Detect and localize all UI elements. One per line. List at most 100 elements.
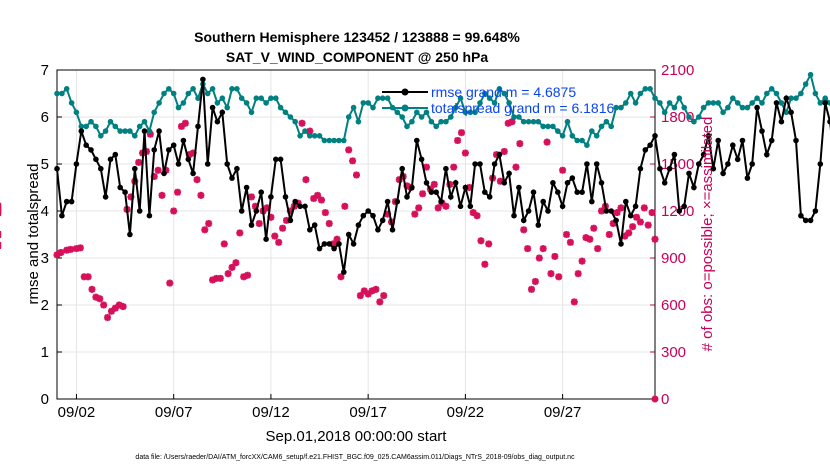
spread-point	[258, 95, 265, 101]
obs-marker-d2	[535, 254, 543, 262]
obs-marker-d2	[423, 163, 430, 171]
rmse-point	[477, 161, 483, 167]
rmse-point	[54, 165, 60, 172]
obs-marker-d2	[244, 271, 251, 279]
spread-point	[438, 118, 444, 125]
rmse-point	[676, 208, 683, 214]
obs-marker	[345, 146, 353, 154]
spread-point	[491, 100, 498, 106]
spread-point	[477, 100, 483, 106]
rmse-point	[657, 165, 663, 172]
spread-point	[496, 86, 503, 92]
spread-point	[68, 100, 75, 106]
rmse-point	[520, 217, 527, 224]
spread-point	[360, 100, 367, 106]
obs-marker-d2	[119, 303, 127, 310]
obs-marker	[500, 147, 508, 155]
obs-marker	[636, 218, 644, 226]
x-axis-label: Sep.01,2018 00:00:00 start	[266, 428, 448, 445]
obs-marker-d2	[170, 207, 178, 215]
obs-marker	[516, 140, 524, 148]
y-axis-left-label: rmse and totalspread	[25, 164, 42, 305]
rmse-point	[175, 161, 182, 167]
spread-point	[282, 109, 289, 116]
rmse-point	[817, 161, 824, 167]
rmse-point	[263, 236, 269, 242]
spread-point	[350, 104, 357, 111]
y-tick-label-right: 300	[661, 344, 686, 361]
rmse-point	[399, 165, 406, 172]
rmse-point	[759, 128, 765, 134]
rmse-point	[248, 222, 255, 228]
rmse-point	[88, 147, 94, 153]
rmse-point	[63, 198, 70, 205]
spread-point	[540, 123, 546, 130]
obs-marker	[67, 245, 75, 253]
spread-point	[754, 95, 760, 101]
obs-marker-d2	[275, 238, 283, 246]
obs-marker	[415, 204, 423, 212]
obs-marker-d2	[333, 235, 341, 243]
rmse-point	[696, 161, 702, 167]
chart-title-line2: SAT_V_WIND_COMPONENT @ 250 hPa	[226, 49, 489, 65]
obs-marker-d2	[380, 292, 388, 299]
spread-point	[783, 109, 790, 116]
spread-point	[311, 133, 318, 139]
obs-marker	[88, 285, 96, 293]
spread-point	[822, 95, 828, 101]
obs-marker	[275, 238, 283, 246]
rmse-point	[798, 212, 804, 219]
spread-point	[715, 100, 721, 106]
spread-point	[132, 133, 138, 139]
obs-marker-d2	[450, 163, 458, 171]
rmse-point	[540, 198, 546, 205]
spread-point	[627, 90, 634, 97]
spread-point	[122, 128, 128, 134]
x-tick-label: 09/27	[544, 404, 582, 421]
obs-marker	[236, 229, 244, 237]
rmse-point	[282, 194, 289, 200]
obs-marker	[578, 257, 586, 265]
obs-marker-d2	[174, 188, 181, 196]
rmse-point	[156, 128, 162, 134]
spread-point	[467, 109, 474, 116]
spread-point	[355, 118, 362, 125]
rmse-point	[204, 161, 211, 167]
rmse-point	[297, 203, 303, 210]
rmse-point	[652, 133, 658, 139]
obs-marker	[337, 273, 345, 281]
rmse-point	[127, 231, 133, 238]
spread-point	[321, 137, 328, 144]
spread-point	[632, 100, 639, 106]
rmse-point	[268, 194, 274, 200]
obs-marker-d2	[349, 157, 356, 165]
obs-marker-d2	[372, 285, 380, 293]
obs-marker-d2	[57, 249, 65, 256]
obs-marker	[244, 271, 252, 279]
spread-point	[379, 95, 386, 101]
obs-marker	[586, 235, 594, 243]
spread-point	[768, 86, 775, 92]
obs-marker-d2	[644, 221, 652, 229]
spread-point	[414, 109, 420, 116]
rmse-point	[107, 156, 114, 163]
spread-point	[661, 109, 668, 116]
obs-marker-d2	[629, 223, 637, 231]
obs-marker-d2	[302, 176, 310, 184]
obs-marker	[617, 204, 625, 212]
x-tick-label: 09/22	[447, 404, 485, 421]
rmse-point	[389, 227, 396, 233]
rmse-point	[555, 189, 561, 195]
obs-marker	[177, 122, 185, 130]
obs-marker-d2	[220, 240, 228, 248]
data-file-footer: data file: /Users/raeder/DAI/ATM_forcXX/…	[135, 454, 575, 461]
rmse-point	[93, 156, 99, 163]
y-tick-label-right: 900	[661, 250, 686, 267]
rmse-point	[593, 161, 600, 167]
obs-marker	[551, 252, 559, 260]
rmse-point	[462, 184, 469, 191]
spread-point	[209, 86, 216, 92]
spread-point	[219, 95, 226, 101]
obs-marker	[574, 270, 582, 278]
